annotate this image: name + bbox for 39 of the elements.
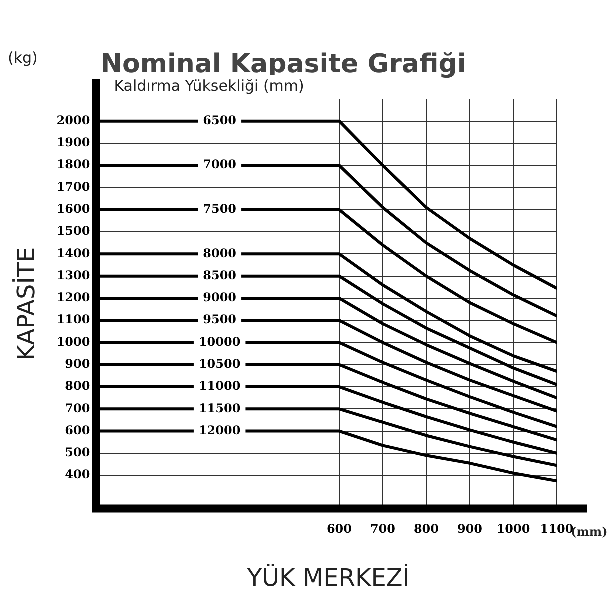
series-label: 10500 (198, 357, 241, 372)
series-label: 9500 (203, 312, 237, 327)
chart-title: Nominal Kapasite Grafiği (100, 49, 466, 80)
series-label: 11000 (198, 379, 241, 394)
series-label: 6500 (203, 113, 237, 128)
series-label: 12000 (198, 423, 241, 438)
y-tick-label: 1500 (56, 224, 90, 238)
series-label: 10000 (198, 334, 241, 349)
series-label: 7500 (203, 202, 237, 216)
x-tick-label: 800 (414, 522, 440, 536)
y-tick-label: 900 (65, 357, 90, 372)
y-tick-label: 1400 (56, 246, 90, 260)
y-tick-label: 1300 (56, 268, 90, 282)
y-tick-label: 1800 (56, 158, 90, 172)
x-tick-label: 1000 (496, 522, 530, 536)
x-axis-title: YÜK MERKEZİ (246, 564, 410, 592)
series-label: 11500 (198, 401, 241, 416)
x-tick-label: 600 (326, 522, 352, 536)
text: (kg) (8, 49, 38, 68)
y-tick-label: 1600 (56, 202, 90, 216)
series-label: 8500 (203, 268, 237, 282)
y-tick-label: 600 (65, 423, 90, 438)
y-tick-label: 1700 (56, 180, 90, 194)
y-tick-label: 400 (65, 468, 90, 482)
series-label: 7000 (203, 158, 237, 172)
y-tick-label: 1200 (56, 290, 90, 305)
x-tick-label: 900 (457, 522, 483, 536)
y-tick-label: 1000 (56, 334, 90, 349)
y-tick-label: 1100 (56, 312, 90, 327)
y-tick-label: 700 (65, 401, 90, 416)
legend-title: Kaldırma Yüksekliği (mm) (114, 77, 304, 96)
series-label: 8000 (203, 246, 237, 260)
series-label: 9000 (203, 290, 237, 305)
x-tick-label: 700 (370, 522, 396, 536)
y-tick-label: 500 (65, 446, 90, 460)
y-tick-label: 1900 (56, 136, 90, 150)
y-axis-title: KAPASİTE (12, 247, 41, 361)
y-tick-label: 2000 (56, 113, 90, 128)
y-tick-label: 800 (65, 379, 90, 394)
